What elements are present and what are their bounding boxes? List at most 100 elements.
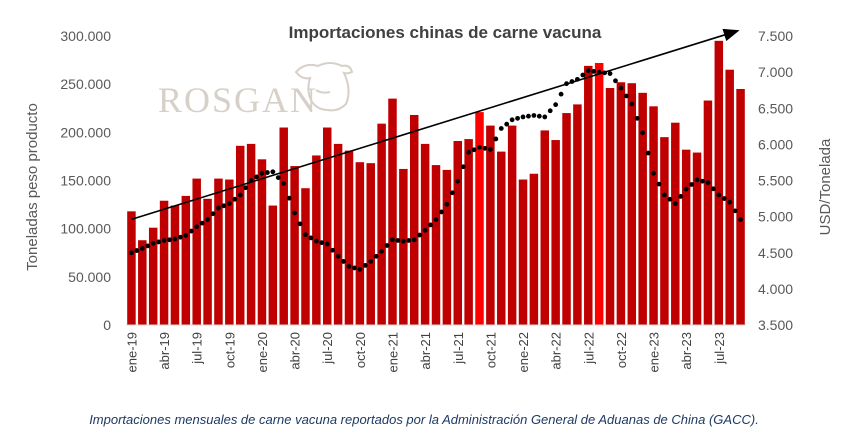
price-point — [357, 266, 363, 272]
bar — [355, 162, 365, 325]
y-tick-label: 300.000 — [60, 28, 111, 44]
price-point — [716, 192, 722, 198]
bar — [725, 69, 734, 325]
price-point — [694, 177, 700, 183]
bar — [431, 165, 441, 325]
x-tick-label: ene-21 — [385, 332, 400, 372]
price-dot — [732, 208, 738, 214]
price-dot — [254, 174, 259, 180]
price-dot — [406, 238, 412, 243]
price-point — [172, 236, 178, 242]
price-point — [216, 205, 221, 211]
price-point — [531, 113, 537, 118]
bar — [497, 151, 506, 325]
x-tick-label: jul-23 — [712, 332, 727, 365]
y2-tick-label: 3.500 — [758, 317, 793, 333]
y2-tick-label: 7.000 — [758, 64, 793, 80]
bar — [235, 145, 245, 325]
y2-tick-label: 6.000 — [758, 136, 793, 152]
price-dot — [460, 164, 466, 170]
price-dot — [341, 259, 346, 264]
price-dot — [591, 69, 597, 74]
y2-tick-label: 7.500 — [758, 28, 793, 44]
price-dot — [319, 240, 325, 246]
bar — [529, 173, 539, 325]
price-point — [487, 147, 493, 152]
x-axis: ene-19 abr-19 jul-19 oct-19 ene-20 abr-20 jul-… — [124, 324, 746, 372]
bar — [681, 149, 691, 325]
bar — [410, 114, 419, 325]
bar — [616, 82, 626, 326]
price-point — [205, 217, 210, 222]
price-dot — [210, 211, 216, 217]
x-tick-label: oct-19 — [222, 332, 237, 368]
bar — [203, 198, 212, 325]
bar — [388, 98, 397, 325]
x-tick-label: ene-22 — [516, 332, 531, 372]
price-dot — [384, 243, 390, 248]
y2-axis-title: USD/Tonelada — [817, 138, 834, 235]
x-tick-label: abr-20 — [288, 332, 303, 370]
price-point — [618, 85, 624, 91]
price-point — [727, 199, 733, 205]
bar — [464, 139, 473, 325]
y-tick-label: 250.000 — [60, 76, 111, 92]
price-point — [553, 102, 559, 108]
price-point — [607, 71, 613, 76]
x-tick-label: ene-19 — [124, 332, 139, 372]
price-point — [248, 178, 254, 183]
x-tick-label: oct-20 — [353, 332, 368, 368]
bar — [181, 195, 191, 325]
bar — [192, 178, 201, 325]
bar — [148, 227, 158, 325]
price-dot — [330, 247, 336, 253]
bar — [486, 125, 495, 325]
bar — [214, 178, 223, 325]
price-dot — [656, 181, 662, 187]
price-dot — [362, 262, 368, 268]
price-point — [433, 217, 439, 222]
bar — [605, 88, 615, 326]
price-point — [303, 232, 308, 238]
bar — [671, 122, 680, 325]
price-dot — [243, 185, 249, 191]
bar — [573, 104, 582, 325]
bar — [660, 137, 669, 325]
bar — [377, 123, 386, 325]
y2-tick-label: 6.500 — [758, 100, 793, 116]
price-dot — [645, 150, 651, 156]
price-point — [629, 101, 635, 107]
price-dot — [449, 190, 455, 196]
right-axis: 3.500 4.000 4.500 5.000 5.500 6.000 6.500 7.000… — [758, 28, 793, 333]
price-point — [520, 114, 526, 120]
bar — [170, 205, 180, 325]
bar — [518, 179, 528, 325]
price-point — [129, 250, 134, 256]
price-dot — [156, 239, 162, 245]
price-dot — [547, 108, 553, 114]
price-point — [194, 224, 200, 230]
y-tick-label: 0 — [103, 317, 111, 333]
price-point — [683, 186, 689, 192]
bar — [257, 159, 267, 325]
x-tick-label: ene-20 — [255, 332, 270, 372]
x-tick-label: abr-23 — [679, 332, 694, 370]
price-dot — [265, 170, 270, 175]
price-point — [662, 192, 667, 198]
price-line-series — [129, 68, 743, 272]
price-point — [183, 233, 189, 238]
bar — [399, 168, 408, 325]
price-dot — [493, 136, 499, 142]
price-dot — [352, 265, 357, 271]
price-point — [324, 241, 330, 247]
price-dot — [710, 186, 716, 192]
y2-tick-label: 4.000 — [758, 281, 793, 297]
price-point — [705, 180, 711, 186]
x-tick-label: jul-20 — [320, 332, 335, 365]
price-point — [226, 201, 232, 207]
chart: ROSGAN Importaciones chinas de carne vac… — [24, 23, 834, 372]
price-point — [292, 210, 297, 216]
bar — [344, 150, 354, 325]
price-dot — [199, 220, 205, 226]
bar — [638, 92, 647, 325]
